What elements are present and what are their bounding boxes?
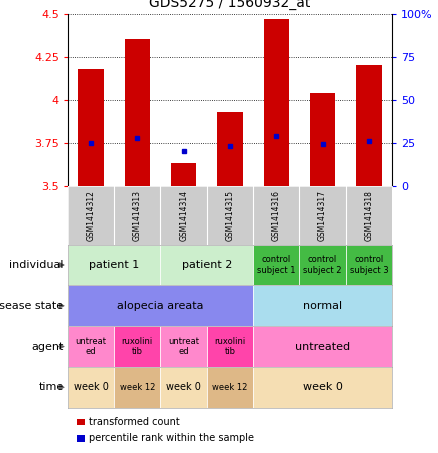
- Bar: [264, 19, 289, 186]
- Text: patient 1: patient 1: [89, 260, 139, 270]
- Text: ruxolini
tib: ruxolini tib: [214, 337, 246, 356]
- Bar: [160, 245, 253, 285]
- Text: GSM1414314: GSM1414314: [179, 190, 188, 241]
- Bar: [68, 326, 114, 367]
- Bar: [207, 367, 253, 408]
- Text: untreat
ed: untreat ed: [75, 337, 106, 356]
- Bar: [253, 367, 392, 408]
- Text: percentile rank within the sample: percentile rank within the sample: [89, 433, 254, 443]
- Text: alopecia areata: alopecia areata: [117, 301, 204, 311]
- Text: GSM1414316: GSM1414316: [272, 190, 281, 241]
- Bar: [68, 245, 160, 285]
- Bar: [114, 367, 160, 408]
- Bar: [356, 65, 381, 186]
- Bar: [310, 93, 335, 186]
- Text: individual: individual: [9, 260, 64, 270]
- Text: patient 2: patient 2: [182, 260, 232, 270]
- Bar: [253, 285, 392, 326]
- Text: week 12: week 12: [120, 383, 155, 392]
- Text: week 0: week 0: [303, 382, 343, 392]
- Text: GSM1414315: GSM1414315: [226, 190, 234, 241]
- Text: control
subject 2: control subject 2: [303, 255, 342, 275]
- Text: GSM1414318: GSM1414318: [364, 190, 373, 241]
- Bar: [160, 367, 207, 408]
- Text: week 12: week 12: [212, 383, 247, 392]
- Text: GSM1414312: GSM1414312: [87, 190, 95, 241]
- Text: transformed count: transformed count: [89, 417, 180, 427]
- Text: ruxolini
tib: ruxolini tib: [122, 337, 153, 356]
- Bar: [207, 326, 253, 367]
- Bar: [346, 245, 392, 285]
- Text: time: time: [38, 382, 64, 392]
- Bar: [78, 69, 104, 186]
- Text: GSM1414317: GSM1414317: [318, 190, 327, 241]
- Text: GSM1414313: GSM1414313: [133, 190, 142, 241]
- Text: agent: agent: [31, 342, 64, 352]
- Text: untreat
ed: untreat ed: [168, 337, 199, 356]
- Bar: [114, 326, 160, 367]
- Bar: [253, 326, 392, 367]
- Text: untreated: untreated: [295, 342, 350, 352]
- Title: GDS5275 / 1560932_at: GDS5275 / 1560932_at: [149, 0, 311, 10]
- Bar: [300, 245, 346, 285]
- Text: week 0: week 0: [74, 382, 109, 392]
- Bar: [171, 164, 196, 186]
- Text: control
subject 3: control subject 3: [350, 255, 388, 275]
- Text: control
subject 1: control subject 1: [257, 255, 296, 275]
- Text: week 0: week 0: [166, 382, 201, 392]
- Bar: [160, 326, 207, 367]
- Bar: [217, 112, 243, 186]
- Bar: [253, 245, 300, 285]
- Text: disease state: disease state: [0, 301, 64, 311]
- Bar: [68, 367, 114, 408]
- Bar: [68, 285, 253, 326]
- Bar: [124, 39, 150, 186]
- Text: normal: normal: [303, 301, 342, 311]
